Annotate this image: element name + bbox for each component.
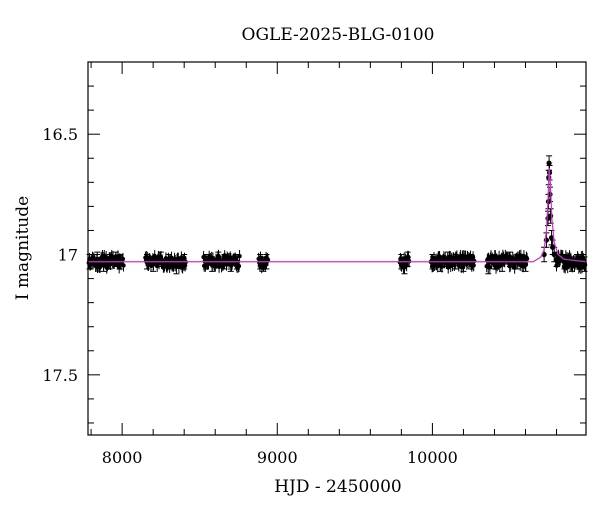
x-tick-label: 8000 [102,448,143,467]
point-marker [236,263,242,269]
x-axis-label: HJD - 2450000 [274,477,402,497]
point-marker [472,258,477,264]
point-marker [546,160,552,166]
point-marker [487,265,493,270]
y-axis-label: I magnitude [13,196,33,300]
observing-season-points [256,251,271,274]
point-marker [512,265,517,270]
x-tick-label: 10000 [407,448,458,467]
data-points [86,155,588,275]
point-marker [120,256,126,262]
y-tick-label: 17.5 [42,366,78,385]
point-marker [265,257,271,262]
point-marker [121,263,126,268]
x-tick-label: 9000 [257,448,298,467]
data-point [548,229,555,246]
axis-ticks [88,62,586,435]
model-curve [88,167,587,263]
point-marker [237,253,242,259]
plot-frame [87,61,587,436]
point-marker [548,213,554,219]
tick-labels: 8000 9000 10000 16.5 17 17.5 [42,125,457,467]
y-tick-label: 16.5 [42,125,78,144]
point-marker [406,255,411,260]
point-marker [524,256,530,262]
model-line [88,167,587,263]
point-marker [548,235,555,241]
point-marker [582,262,588,268]
chart-title: OGLE-2025-BLG-0100 [242,25,435,45]
point-marker [404,263,409,268]
y-tick-label: 17 [58,246,78,265]
point-marker [471,263,476,268]
point-marker [551,251,557,258]
